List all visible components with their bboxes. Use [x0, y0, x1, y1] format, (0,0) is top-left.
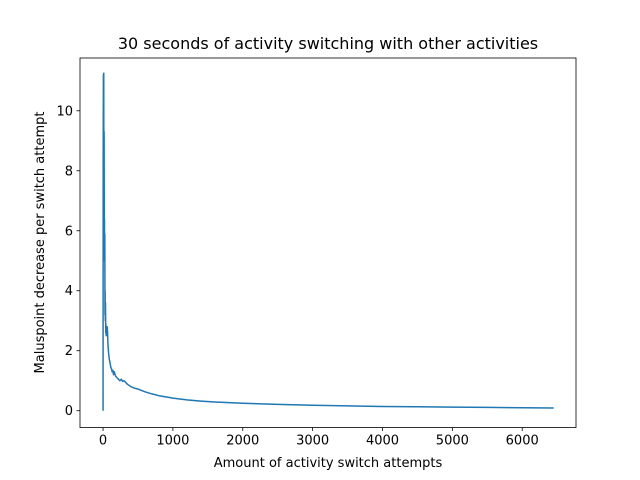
y-tick-label: 2 — [65, 344, 73, 359]
y-tick-label: 0 — [65, 404, 73, 419]
x-tick-label: 0 — [99, 434, 107, 449]
y-tick-label: 4 — [65, 284, 73, 299]
x-tick-label: 5000 — [436, 434, 469, 449]
series-line — [102, 72, 554, 411]
y-tick-label: 6 — [65, 224, 73, 239]
x-tick-label: 1000 — [156, 434, 189, 449]
y-tick-label: 10 — [56, 104, 73, 119]
y-axis-label: Maluspoint decrease per switch attempt — [33, 112, 48, 374]
x-tick-label: 6000 — [506, 434, 539, 449]
x-axis-ticks: 0 1000 2000 3000 4000 5000 6000 — [99, 427, 539, 449]
y-tick-label: 8 — [65, 164, 73, 179]
axes-frame — [79, 57, 577, 428]
chart-title: 30 seconds of activity switching with ot… — [118, 34, 538, 53]
x-tick-label: 4000 — [366, 434, 399, 449]
y-axis-ticks: 0 2 4 6 8 10 — [56, 104, 80, 419]
x-axis-label: Amount of activity switch attempts — [214, 456, 443, 471]
x-tick-label: 2000 — [226, 434, 259, 449]
x-tick-label: 3000 — [296, 434, 329, 449]
